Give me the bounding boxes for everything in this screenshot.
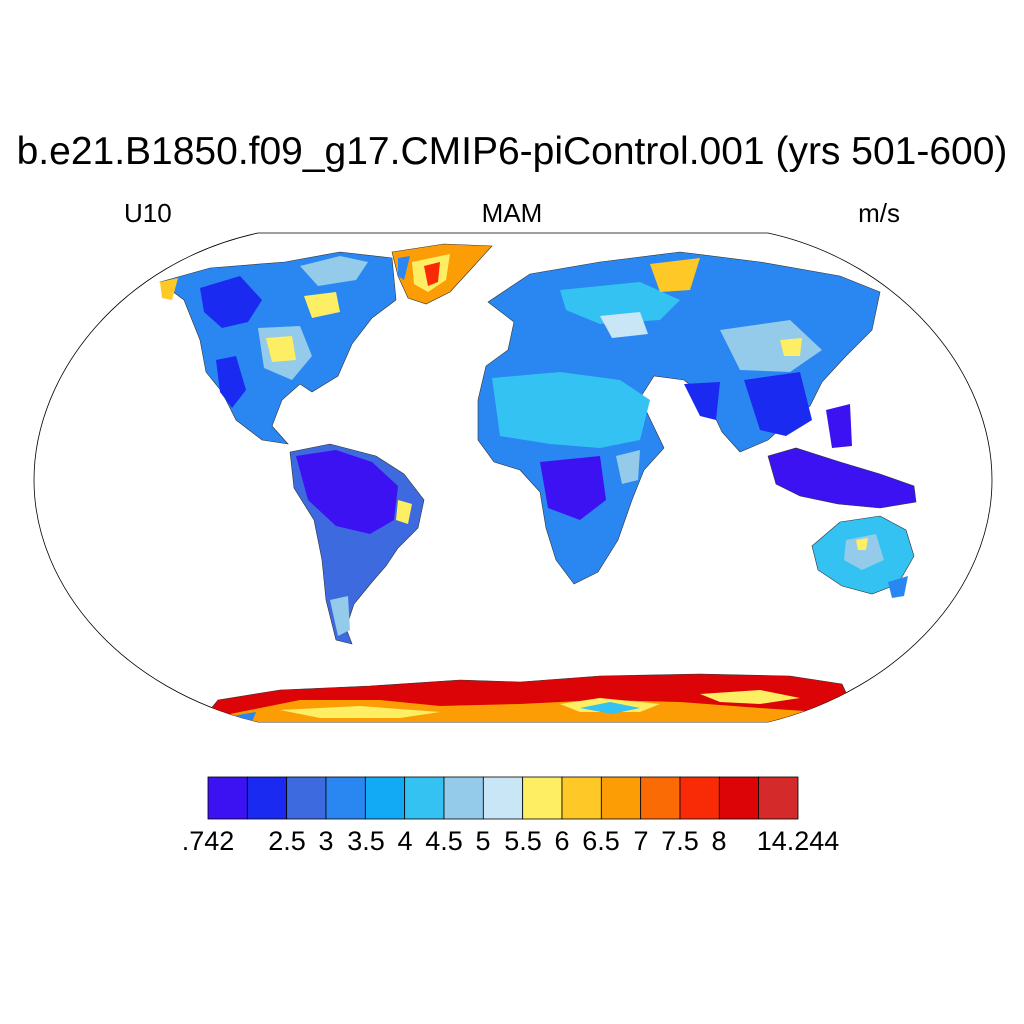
colorbar-tick-label: 4.5 xyxy=(425,826,463,856)
colorbar-tick-label: 4 xyxy=(397,826,413,856)
colorbar-tick-label: 5.5 xyxy=(504,826,542,856)
colorbar-swatch xyxy=(758,776,799,820)
colorbar-swatch xyxy=(640,776,681,820)
greenland-field xyxy=(391,243,493,305)
colorbar-swatch xyxy=(482,776,524,820)
variable-label: U10 xyxy=(124,198,172,228)
colorbar-swatch xyxy=(718,776,760,820)
page-title: b.e21.B1850.f09_g17.CMIP6-piControl.001 … xyxy=(16,130,1008,173)
colorbar-tick-label: 3 xyxy=(318,826,334,856)
colorbar-swatch xyxy=(364,776,406,820)
colorbar xyxy=(207,776,799,820)
units-label: m/s xyxy=(858,198,900,228)
colorbar-swatch xyxy=(207,776,248,820)
season-label: MAM xyxy=(481,198,543,228)
colorbar-swatch xyxy=(600,776,642,820)
colorbar-swatch xyxy=(443,776,484,820)
colorbar-swatch xyxy=(561,776,602,820)
colorbar-tick-label: 5 xyxy=(475,826,491,856)
colorbar-tick-label: 8 xyxy=(711,826,727,856)
colorbar-tick-label: 3.5 xyxy=(347,826,385,856)
colorbar-tick-label: .742 xyxy=(181,826,235,856)
colorbar-tick-label: 6.5 xyxy=(582,826,620,856)
colorbar-tick-label: 6 xyxy=(554,826,570,856)
colorbar-tick-label: 7 xyxy=(633,826,649,856)
colorbar-swatch xyxy=(286,776,327,820)
maritime-continent-field xyxy=(767,404,917,509)
antarctica-field xyxy=(199,673,861,722)
australia-field xyxy=(811,515,915,598)
colorbar-tick-label: 14.244 xyxy=(756,826,840,856)
colorbar-swatch xyxy=(522,776,563,820)
eurasia-africa-field xyxy=(477,251,881,585)
colorbar-tick-label: 7.5 xyxy=(661,826,699,856)
colorbar-swatch xyxy=(246,776,288,820)
north-america-field xyxy=(159,251,397,445)
colorbar-swatch xyxy=(404,776,445,820)
colorbar-swatch xyxy=(325,776,366,820)
colorbar-swatch xyxy=(679,776,720,820)
south-america-field xyxy=(289,443,425,645)
colorbar-tick-label: 2.5 xyxy=(268,826,306,856)
